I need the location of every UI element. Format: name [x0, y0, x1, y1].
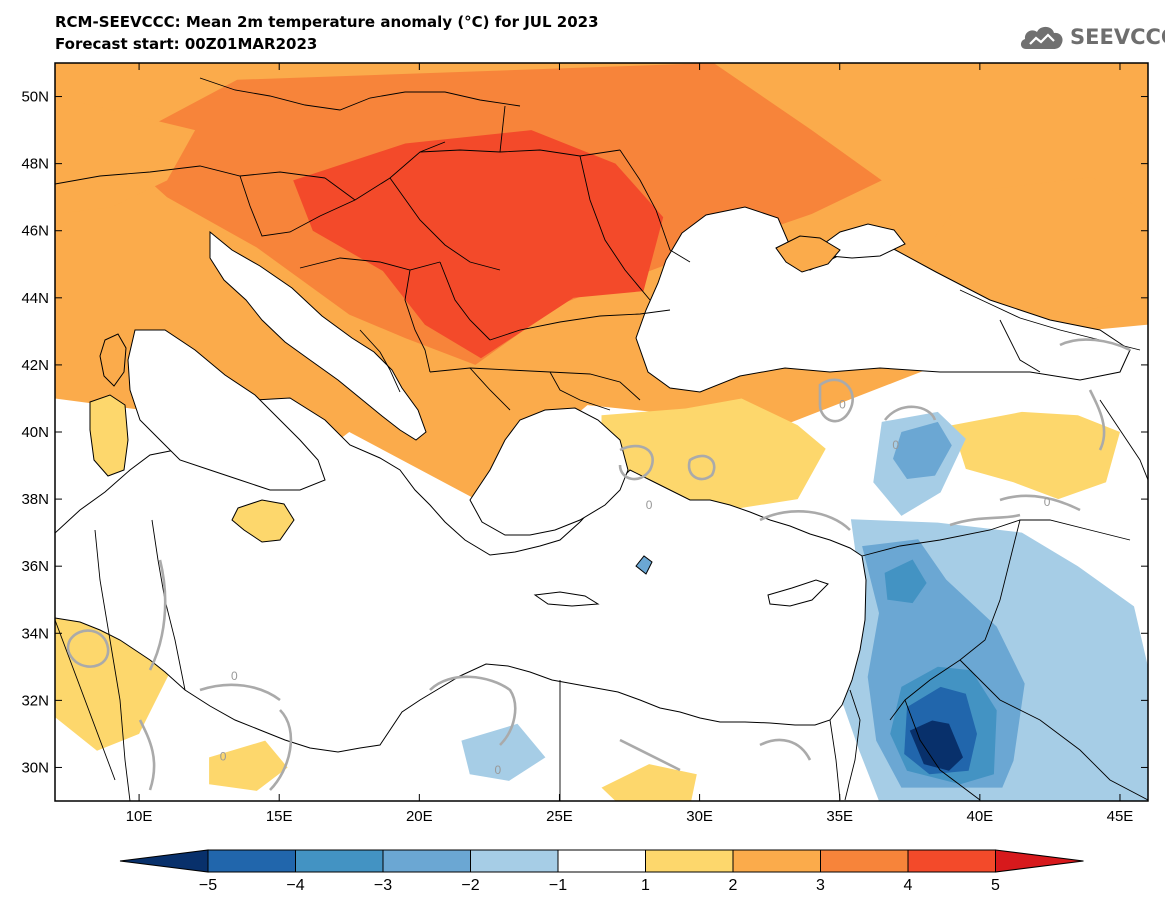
forecast-start: Forecast start: 00Z01MAR2023 [55, 35, 318, 53]
country-borders [55, 77, 1148, 801]
contour-label: 0 [220, 750, 227, 764]
map-area: 0 0 0 0 0 0 0 [55, 63, 1148, 801]
lon-label: 10E [126, 808, 153, 825]
colorbar-cell [820, 849, 909, 873]
lat-label: 48N [21, 156, 49, 173]
lon-label: 40E [966, 808, 993, 825]
contour-label: 0 [231, 669, 238, 683]
colorbar-label: −5 [199, 877, 217, 894]
colorbar-cell [732, 849, 821, 873]
colorbar-arrow-high [995, 849, 1084, 873]
sea-mask [55, 206, 1131, 753]
colorbar-cell [295, 849, 384, 873]
colorbar-cell [207, 849, 296, 873]
anomaly-field--5 [909, 720, 963, 771]
colorbar-cell [470, 849, 559, 873]
colorbar-arrow-low [119, 849, 209, 873]
lon-label: 35E [826, 808, 853, 825]
lon-label: 30E [686, 808, 713, 825]
contour-label: 0 [646, 498, 653, 512]
colorbar-cell [382, 849, 471, 873]
contour-labels: 0 0 0 0 0 0 0 [220, 398, 1051, 778]
colorbar: −5 −4 −3 −2 −1 1 2 3 4 5 [119, 849, 1084, 894]
lat-label: 30N [21, 759, 49, 776]
colorbar-label: 1 [641, 877, 650, 894]
cloud-icon [1020, 26, 1063, 49]
cyprus [767, 579, 829, 607]
map-axes: 50N 48N 46N 44N 42N 40N 38N 36N 34N 32N 30N 10E 15E 2… [21, 63, 1148, 825]
colorbar-label: −4 [286, 877, 304, 894]
colorbar-label: 3 [816, 877, 825, 894]
lon-label: 45E [1107, 808, 1134, 825]
adriatic-sea [209, 230, 427, 441]
aegean-sea [469, 407, 629, 536]
sardinia [89, 394, 129, 477]
sicily [231, 499, 295, 543]
lon-label: 15E [266, 808, 293, 825]
anomaly-field-2 [55, 96, 196, 214]
crete [533, 591, 600, 607]
lat-label: 44N [21, 290, 49, 307]
lon-label: 20E [406, 808, 433, 825]
lat-label: 36N [21, 558, 49, 575]
anomaly-field--1 [461, 723, 546, 781]
lat-label: 34N [21, 625, 49, 642]
anomaly-field-2 [909, 177, 1148, 315]
map-title: RCM-SEEVCCC: Mean 2m temperature anomaly… [55, 13, 599, 31]
colorbar-cell [557, 849, 646, 873]
seevccc-logo: SEEVCCC [1018, 22, 1165, 52]
anomaly-field-1 [209, 740, 288, 791]
colorbar-label: −2 [461, 877, 479, 894]
colorbar-cell [907, 849, 996, 873]
lat-label: 42N [21, 357, 49, 374]
corsica [99, 333, 127, 387]
contour-label: 0 [892, 438, 899, 452]
crimea [775, 235, 841, 273]
anomaly-field--3 [884, 559, 927, 604]
contour-label: 0 [1044, 495, 1051, 509]
lat-label: 46N [21, 223, 49, 240]
colorbar-label: −3 [374, 877, 392, 894]
anomaly-field-1 [601, 398, 826, 510]
anomaly-field--2 [893, 421, 952, 479]
lat-label: 32N [21, 692, 49, 709]
contour-label: 0 [839, 398, 846, 412]
mediterranean-sea [55, 397, 867, 753]
rhodes [635, 555, 653, 575]
contour-label: 0 [494, 763, 501, 777]
lat-label: 40N [21, 424, 49, 441]
anomaly-field-5 [293, 130, 664, 359]
anomaly-field-1 [951, 411, 1120, 500]
islands [89, 235, 841, 607]
logo-text: SEEVCCC [1070, 25, 1165, 49]
zero-contours [66, 338, 1131, 791]
lon-label: 25E [546, 808, 573, 825]
anomaly-field-1 [601, 764, 697, 801]
tyrrhenian-sea [127, 329, 326, 491]
colorbar-label: 5 [991, 877, 1000, 894]
colorbar-label: −1 [549, 877, 567, 894]
anomaly-fields [55, 63, 1148, 801]
colorbar-label: 2 [729, 877, 738, 894]
colorbar-label: 4 [904, 877, 913, 894]
lat-label: 38N [21, 491, 49, 508]
colorbar-cell [645, 849, 734, 873]
lat-label: 50N [21, 89, 49, 106]
